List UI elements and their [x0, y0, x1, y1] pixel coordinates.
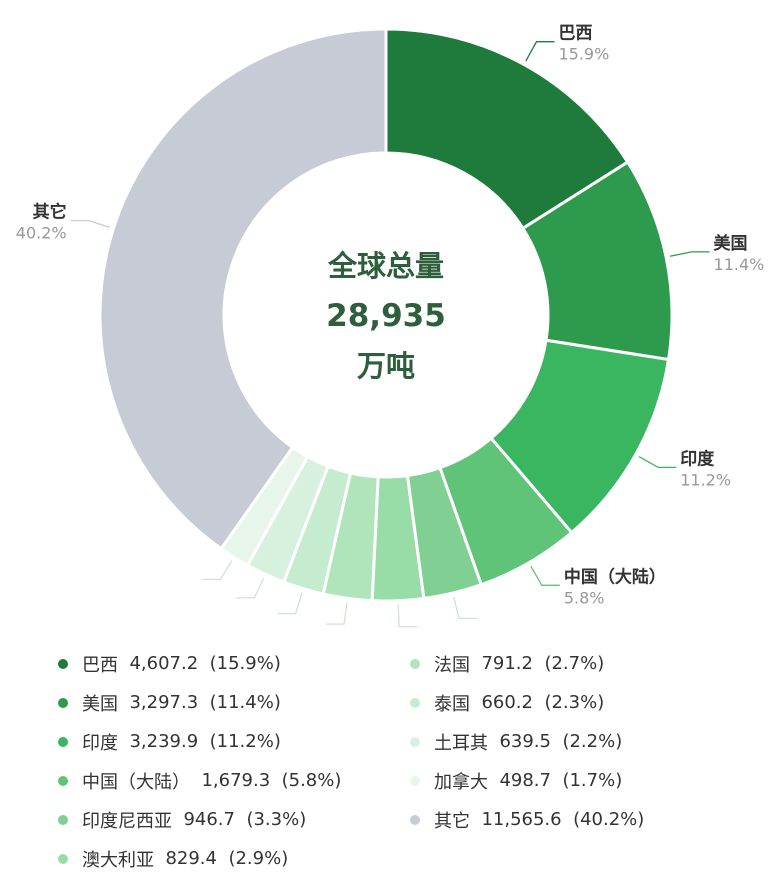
legend-swatch — [410, 775, 420, 786]
legend-item: 土耳其 639.5 (2.2%) — [410, 722, 644, 761]
leader-line-9 — [202, 560, 233, 581]
center-total: 28,935 — [326, 298, 446, 334]
legend-value: 639.5 — [499, 731, 563, 752]
leader-line-6 — [326, 602, 348, 625]
legend-percent: (11.4%) — [209, 692, 281, 713]
legend-percent: (11.2%) — [209, 731, 281, 752]
legend-swatch — [58, 658, 68, 669]
legend-swatch — [58, 697, 68, 708]
leader-line-3 — [530, 565, 560, 586]
legend-item: 印度 3,239.9 (11.2%) — [58, 722, 341, 761]
legend-swatch — [410, 814, 420, 825]
legend-name: 巴西 — [82, 654, 130, 676]
legend-item: 其它 11,565.6 (40.2%) — [410, 800, 644, 839]
legend-value: 660.2 — [481, 692, 545, 713]
legend-swatch — [58, 736, 68, 747]
legend-percent: (2.2%) — [562, 731, 623, 752]
legend-swatch — [58, 775, 68, 786]
legend-value: 946.7 — [183, 809, 247, 830]
legend-percent: (5.8%) — [281, 770, 342, 791]
legend-swatch — [58, 853, 68, 864]
legend-percent: (2.9%) — [228, 848, 289, 869]
legend-swatch — [410, 658, 420, 669]
legend-item: 美国 3,297.3 (11.4%) — [58, 683, 341, 722]
legend-name: 印度尼西亚 — [82, 810, 184, 832]
leader-line-2 — [638, 456, 677, 469]
legend-name: 土耳其 — [434, 732, 500, 754]
slice-label-percent-3: 5.8% — [564, 588, 605, 607]
slice-0 — [384, 27, 630, 231]
legend-name: 美国 — [82, 693, 130, 715]
legend-name: 澳大利亚 — [82, 849, 166, 871]
legend-percent: (2.3%) — [544, 692, 605, 713]
slice-label-percent-0: 15.9% — [558, 45, 609, 64]
leader-line-8 — [236, 577, 265, 599]
legend-value: 829.4 — [165, 848, 229, 869]
legend-name: 印度 — [82, 732, 130, 754]
slice-label-name-1: 美国 — [714, 233, 748, 254]
legend-item: 中国（大陆） 1,679.3 (5.8%) — [58, 761, 341, 800]
legend-value: 11,565.6 — [481, 809, 574, 830]
center-title: 全球总量 — [327, 249, 444, 283]
slice-label-percent-10: 40.2% — [16, 224, 67, 243]
legend-percent: (3.3%) — [246, 809, 307, 830]
legend-value: 3,239.9 — [129, 731, 210, 752]
legend-swatch — [410, 736, 420, 747]
legend-name: 其它 — [434, 810, 482, 832]
slice-label-name-3: 中国（大陆） — [564, 566, 666, 587]
donut-slices — [98, 27, 674, 603]
legend-item: 法国 791.2 (2.7%) — [410, 644, 644, 683]
leader-line-5 — [397, 604, 418, 628]
legend-item: 巴西 4,607.2 (15.9%) — [58, 644, 341, 683]
leader-line-1 — [669, 251, 710, 257]
slice-label-name-10: 其它 — [33, 202, 67, 223]
legend-item: 澳大利亚 829.4 (2.9%) — [58, 839, 341, 878]
leader-line-4 — [453, 596, 477, 619]
legend-percent: (15.9%) — [209, 653, 281, 674]
legend-value: 791.2 — [481, 653, 545, 674]
legend-column-left: 巴西 4,607.2 (15.9%) 美国 3,297.3 (11.4%) 印度 3… — [58, 644, 341, 878]
legend-percent: (40.2%) — [573, 809, 645, 830]
legend-percent: (1.7%) — [562, 770, 623, 791]
slice-label-percent-1: 11.4% — [714, 255, 765, 274]
legend-name: 法国 — [434, 654, 482, 676]
legend-value: 3,297.3 — [129, 692, 210, 713]
legend-name: 中国（大陆） — [82, 771, 202, 793]
legend-item: 印度尼西亚 946.7 (3.3%) — [58, 800, 341, 839]
legend-column-right: 法国 791.2 (2.7%) 泰国 660.2 (2.3%) 土耳其 639.5 … — [410, 644, 644, 839]
leader-line-10 — [70, 220, 110, 228]
leader-line-0 — [525, 41, 555, 62]
center-unit: 万吨 — [357, 349, 415, 383]
legend-value: 1,679.3 — [201, 770, 282, 791]
legend-percent: (2.7%) — [544, 653, 605, 674]
legend-item: 泰国 660.2 (2.3%) — [410, 683, 644, 722]
leader-line-7 — [277, 592, 303, 615]
label-leader-lines — [70, 41, 710, 628]
slice-10 — [98, 27, 388, 551]
legend-name: 泰国 — [434, 693, 482, 715]
slice-label-percent-2: 11.2% — [680, 470, 731, 489]
legend-item: 加拿大 498.7 (1.7%) — [410, 761, 644, 800]
legend-value: 498.7 — [499, 770, 563, 791]
legend-swatch — [58, 814, 68, 825]
slice-label-name-0: 巴西 — [558, 24, 592, 44]
legend-swatch — [410, 697, 420, 708]
legend-name: 加拿大 — [434, 771, 500, 793]
legend-value: 4,607.2 — [129, 653, 210, 674]
slice-label-name-2: 印度 — [680, 448, 715, 469]
